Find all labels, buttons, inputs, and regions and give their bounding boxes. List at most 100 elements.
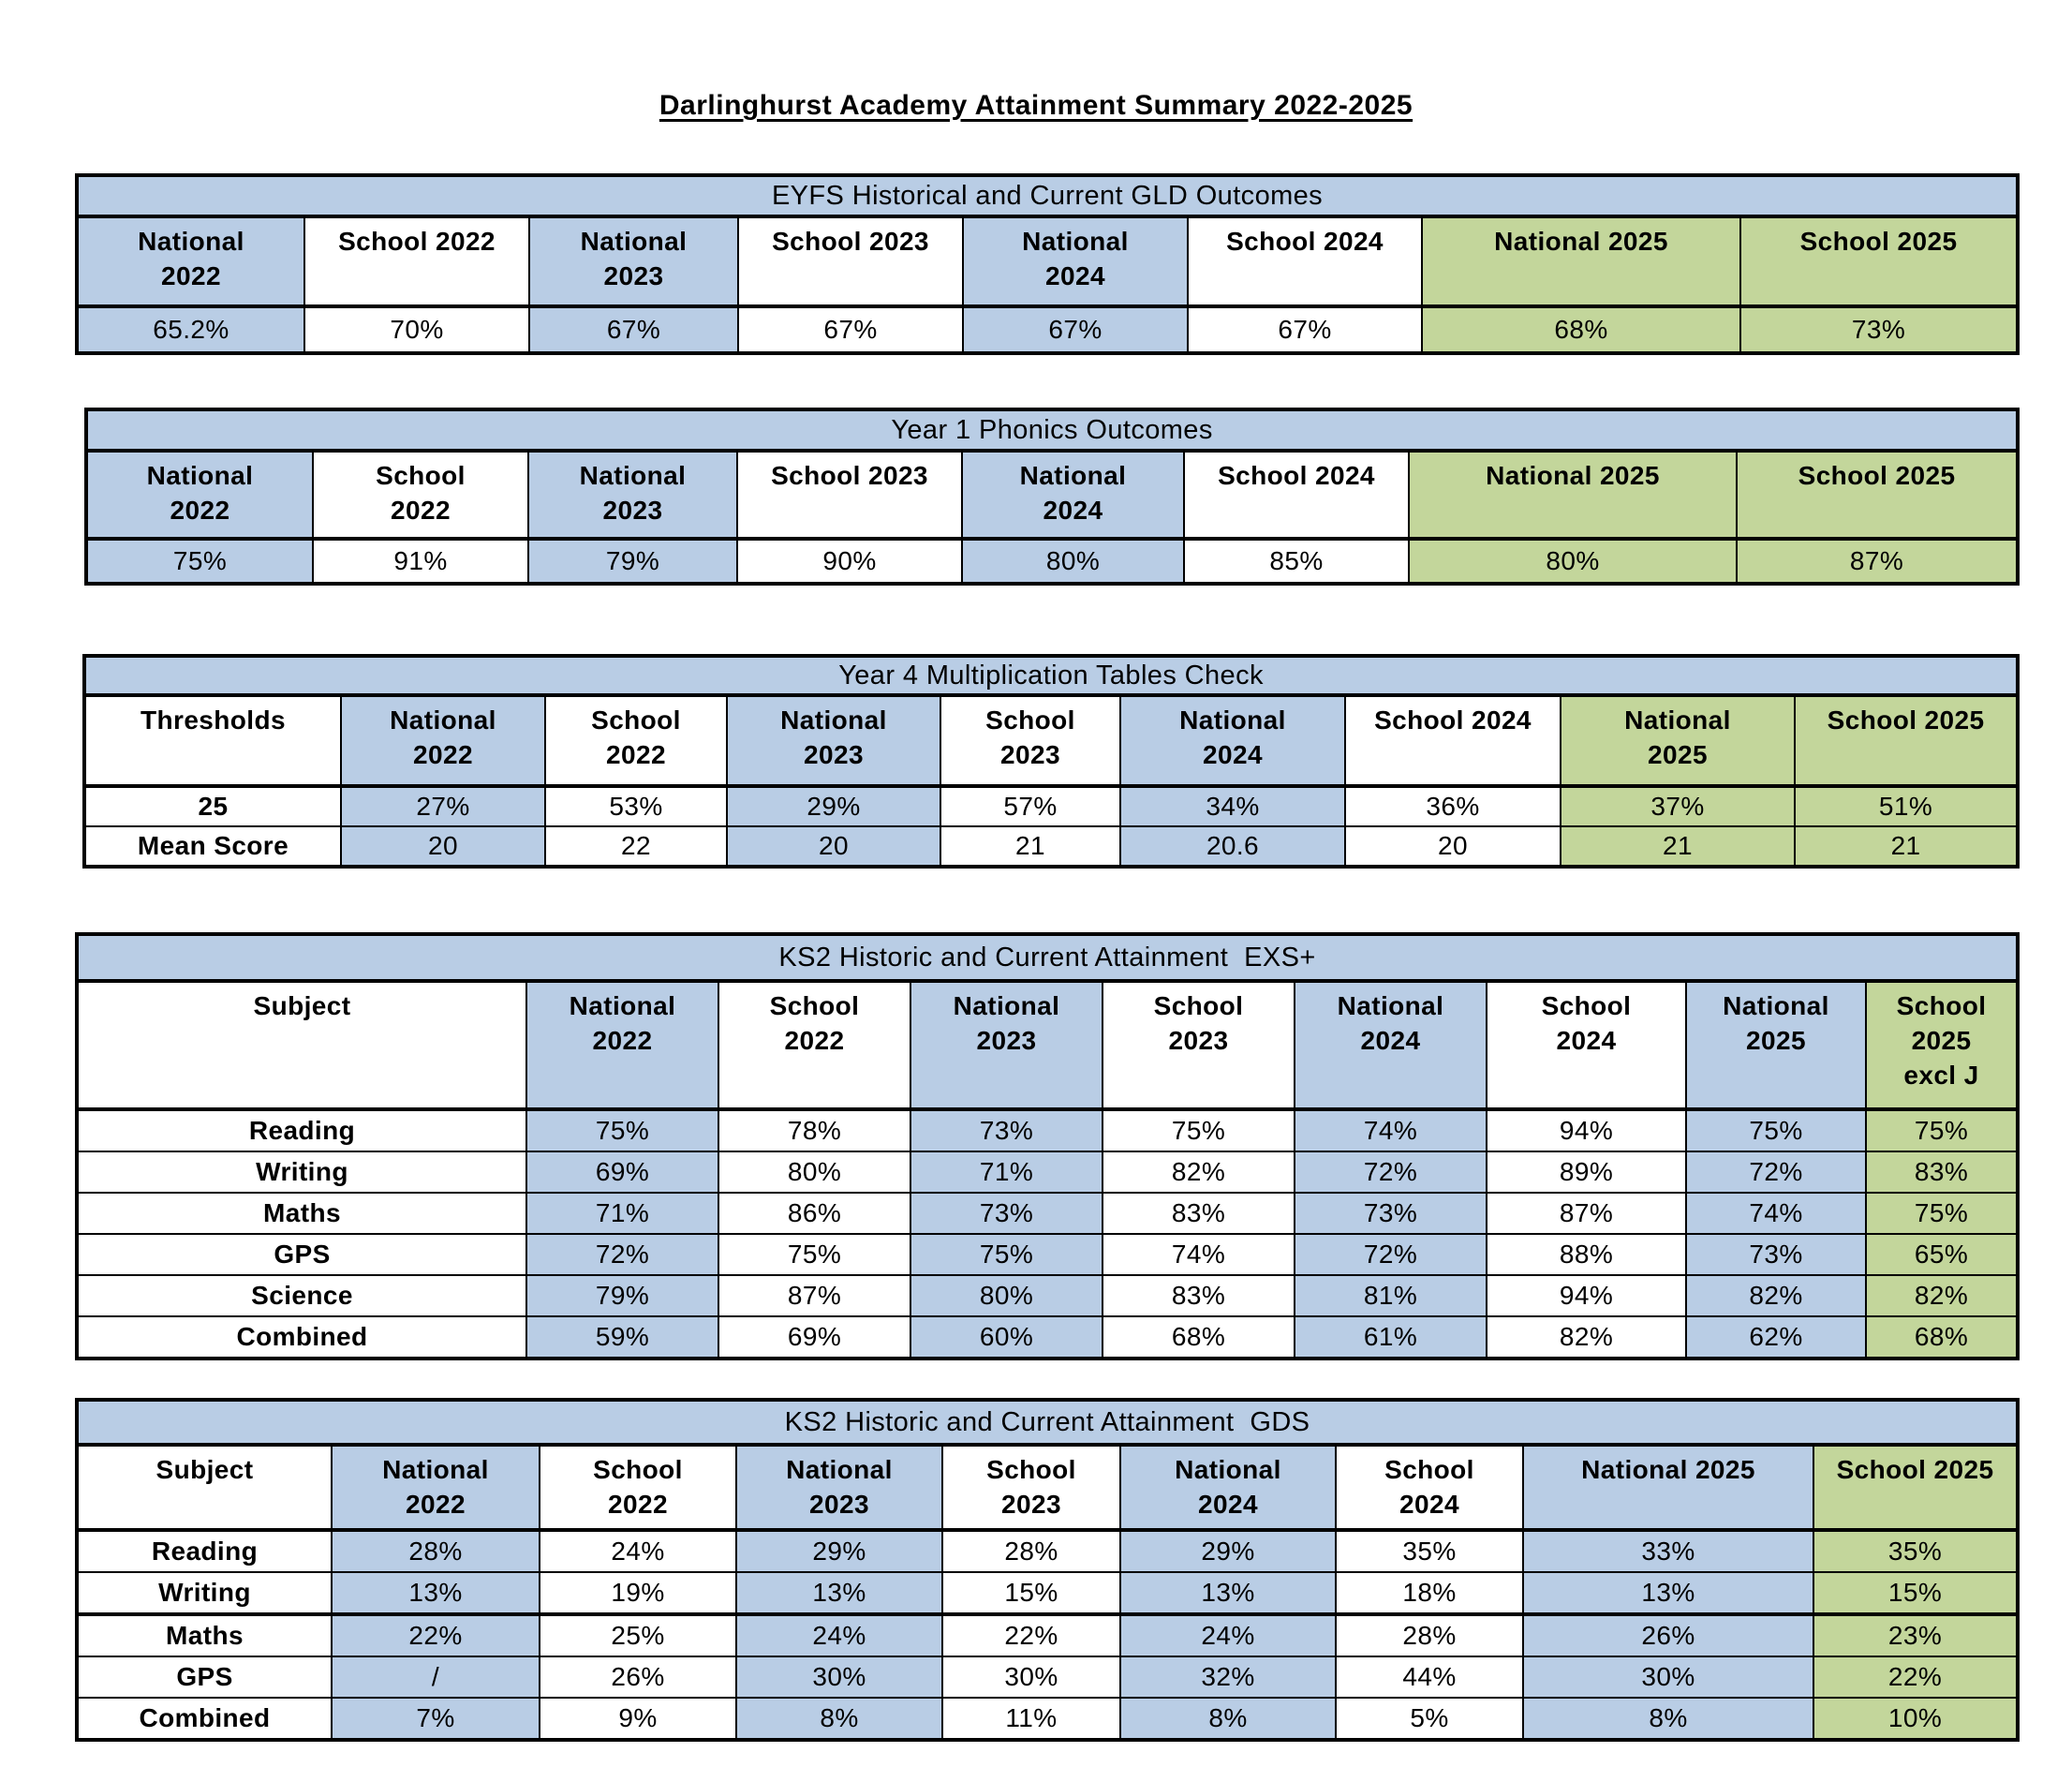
column-header: National 2022: [85, 450, 314, 541]
data-cell: 36%: [1344, 785, 1561, 827]
data-cell: 69%: [718, 1315, 911, 1359]
data-cell: 68%: [1421, 305, 1741, 354]
data-cell: 87%: [1735, 538, 2020, 585]
data-cell: 72%: [525, 1233, 719, 1276]
data-cell: 24%: [735, 1613, 943, 1657]
header-row: National 2022 School 2022 National 2023 Sch…: [76, 215, 2020, 308]
data-cell: 11%: [941, 1697, 1121, 1741]
data-cell: 13%: [1119, 1571, 1337, 1616]
table-row: Maths 22% 25% 24% 22% 24% 28% 26% 23%: [76, 1613, 2020, 1657]
data-cell: 22: [544, 825, 728, 868]
data-cell: 28%: [941, 1529, 1121, 1573]
table-row: Combined 59% 69% 60% 68% 61% 82% 62% 68%: [76, 1315, 2020, 1359]
data-cell: 20: [1344, 825, 1561, 868]
data-cell: 18%: [1335, 1571, 1524, 1616]
row-label-cell: Maths: [76, 1613, 333, 1657]
data-cell: 67%: [737, 305, 964, 354]
table-title-row: KS2 Historic and Current Attainment EXS+: [75, 933, 2020, 983]
data-cell: 9%: [539, 1697, 737, 1741]
column-header: School 2022: [312, 450, 529, 541]
data-cell: 13%: [735, 1571, 943, 1616]
data-cell: 22%: [331, 1613, 540, 1657]
column-header: School 2024: [1344, 694, 1561, 788]
data-cell: 13%: [331, 1571, 540, 1616]
row-label-cell: GPS: [76, 1233, 527, 1276]
data-cell: 82%: [1864, 1274, 2020, 1317]
data-cell: 80%: [961, 538, 1185, 585]
data-cell: 20.6: [1119, 825, 1346, 868]
data-cell: 67%: [528, 305, 739, 354]
data-cell: 24%: [1119, 1613, 1337, 1657]
data-cell: 19%: [539, 1571, 737, 1616]
data-cell: 24%: [539, 1529, 737, 1573]
column-header: National 2022: [525, 980, 719, 1111]
data-cell: 33%: [1522, 1529, 1814, 1573]
data-cell: 35%: [1812, 1529, 2020, 1573]
data-cell: 86%: [718, 1192, 911, 1235]
table-row: Combined 7% 9% 8% 11% 8% 5% 8% 10%: [76, 1697, 2020, 1741]
data-cell: 53%: [544, 785, 728, 827]
table-row: GPS 72% 75% 75% 74% 72% 88% 73% 65%: [76, 1233, 2020, 1276]
column-header: School 2022: [303, 215, 530, 308]
column-header: National 2023: [528, 215, 739, 308]
data-cell: 73%: [1739, 305, 2020, 354]
data-cell: 73%: [1294, 1192, 1487, 1235]
column-header: National 2025: [1408, 450, 1738, 541]
data-cell: 25%: [539, 1613, 737, 1657]
data-cell: 75%: [1864, 1192, 2020, 1235]
data-cell: 8%: [1119, 1697, 1337, 1741]
column-header: School 2025: [1739, 215, 2020, 308]
data-cell: 26%: [1522, 1613, 1814, 1657]
table-row: Science 79% 87% 80% 83% 81% 94% 82% 82%: [76, 1274, 2020, 1317]
data-cell: 75%: [910, 1233, 1103, 1276]
column-header: School 2023: [1102, 980, 1295, 1111]
data-cell: 75%: [1864, 1108, 2020, 1152]
data-cell: 57%: [940, 785, 1121, 827]
data-cell: 28%: [331, 1529, 540, 1573]
table-row: Mean Score 20 22 20 21 20.6 20 21 21: [83, 825, 2020, 868]
column-header: School 2022: [539, 1444, 737, 1532]
row-label-cell: Reading: [76, 1529, 333, 1573]
data-cell: 94%: [1486, 1108, 1687, 1152]
data-cell: 30%: [1522, 1656, 1814, 1699]
column-header: School 2022: [544, 694, 728, 788]
data-cell: 59%: [525, 1315, 719, 1359]
data-cell: 21: [1560, 825, 1796, 868]
data-cell: 69%: [525, 1151, 719, 1194]
data-cell: 20: [726, 825, 941, 868]
data-cell: 65.2%: [76, 305, 305, 354]
data-cell: 71%: [910, 1151, 1103, 1194]
data-cell: 13%: [1522, 1571, 1814, 1616]
column-header: School 2025 excl J: [1864, 980, 2020, 1111]
data-cell: 29%: [1119, 1529, 1337, 1573]
row-label-cell: Writing: [76, 1151, 527, 1194]
table-row: Reading 75% 78% 73% 75% 74% 94% 75% 75%: [76, 1108, 2020, 1152]
data-cell: 8%: [1522, 1697, 1814, 1741]
column-header: School 2024: [1187, 215, 1423, 308]
table-title: KS2 Historic and Current Attainment GDS: [75, 1399, 2020, 1447]
row-label-cell: Maths: [76, 1192, 527, 1235]
column-header: School 2022: [718, 980, 911, 1111]
table-eyfs-gld: EYFS Historical and Current GLD Outcomes…: [75, 173, 2020, 355]
row-label-cell: GPS: [76, 1656, 333, 1699]
table-year4-mtc: Year 4 Multiplication Tables Check Thresh…: [82, 654, 2020, 869]
data-cell: 87%: [1486, 1192, 1687, 1235]
data-cell: 73%: [910, 1192, 1103, 1235]
table-row: Writing 69% 80% 71% 82% 72% 89% 72% 83%: [76, 1151, 2020, 1194]
data-cell: 82%: [1102, 1151, 1295, 1194]
column-header: Subject: [76, 980, 527, 1111]
column-header: National 2023: [735, 1444, 943, 1532]
data-cell: 44%: [1335, 1656, 1524, 1699]
data-cell: 73%: [1685, 1233, 1867, 1276]
row-label-cell: Combined: [76, 1315, 527, 1359]
data-cell: 7%: [331, 1697, 540, 1741]
data-cell: 74%: [1685, 1192, 1867, 1235]
table-ks2-exs: KS2 Historic and Current Attainment EXS+…: [75, 932, 2020, 1360]
column-header: School 2025: [1793, 694, 2020, 788]
row-label-cell: Mean Score: [83, 825, 342, 868]
data-cell: 23%: [1812, 1613, 2020, 1657]
data-cell: 21: [1793, 825, 2020, 868]
data-cell: 81%: [1294, 1274, 1487, 1317]
data-cell: 10%: [1812, 1697, 2020, 1741]
data-cell: 75%: [85, 538, 314, 585]
